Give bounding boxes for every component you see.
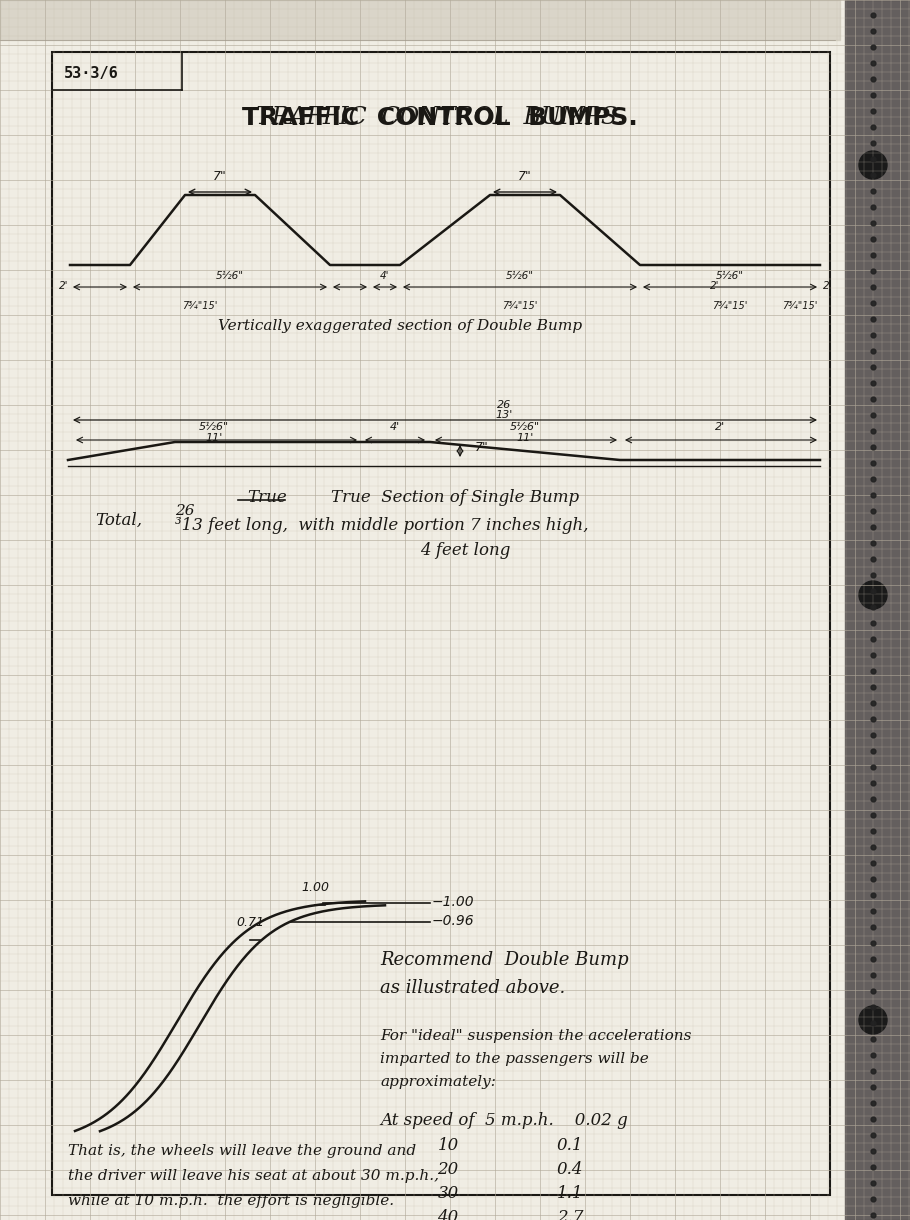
- Text: while at 10 m.p.h.  the effort is negligible.: while at 10 m.p.h. the effort is negligi…: [68, 1194, 394, 1208]
- Text: 7¾"15': 7¾"15': [182, 301, 217, 311]
- Text: imparted to the passengers will be: imparted to the passengers will be: [380, 1052, 649, 1066]
- Text: TRAFFIC  CONTROL  BUMPS.: TRAFFIC CONTROL BUMPS.: [257, 106, 624, 129]
- Text: Total,: Total,: [95, 512, 142, 529]
- Text: 10: 10: [438, 1137, 459, 1154]
- Text: 5½6": 5½6": [506, 271, 534, 281]
- Text: 11': 11': [516, 433, 533, 443]
- Text: 40: 40: [438, 1209, 459, 1220]
- Text: 11': 11': [206, 433, 223, 443]
- Text: 7": 7": [518, 170, 531, 183]
- Text: 4 feet long: 4 feet long: [420, 542, 511, 559]
- Text: 26: 26: [497, 400, 511, 410]
- Text: At speed of  5 m.p.h.    0.02 g: At speed of 5 m.p.h. 0.02 g: [380, 1111, 628, 1128]
- Circle shape: [859, 581, 887, 609]
- Text: 5½6": 5½6": [510, 422, 540, 432]
- Text: 20: 20: [438, 1161, 459, 1179]
- Text: 7¾"15': 7¾"15': [502, 301, 538, 311]
- Text: 2': 2': [58, 281, 68, 292]
- Text: Vertically exaggerated section of Double Bump: Vertically exaggerated section of Double…: [217, 318, 582, 333]
- Text: −0.96: −0.96: [432, 914, 475, 928]
- Text: 7": 7": [475, 440, 489, 454]
- Text: 5½6": 5½6": [716, 271, 744, 281]
- Text: That is, the wheels will leave the ground and: That is, the wheels will leave the groun…: [68, 1144, 416, 1158]
- Text: True: True: [247, 489, 287, 506]
- Text: 4': 4': [390, 422, 400, 432]
- Text: 2': 2': [823, 281, 833, 292]
- Text: 53·3/6: 53·3/6: [64, 66, 118, 81]
- Text: 13': 13': [495, 410, 512, 420]
- Text: 7": 7": [213, 170, 227, 183]
- Text: approximately:: approximately:: [380, 1075, 496, 1089]
- Text: 1.1: 1.1: [557, 1185, 583, 1202]
- Text: 7¾"15': 7¾"15': [783, 301, 818, 311]
- Text: 5½6": 5½6": [199, 422, 229, 432]
- Text: −1.00: −1.00: [432, 895, 475, 909]
- Text: 4': 4': [380, 271, 389, 281]
- Text: 1.00: 1.00: [301, 881, 329, 894]
- Text: as illustrated above.: as illustrated above.: [380, 978, 565, 997]
- Text: 7¾"15': 7¾"15': [713, 301, 748, 311]
- Text: the driver will leave his seat at about 30 m.p.h.,: the driver will leave his seat at about …: [68, 1169, 439, 1183]
- Text: 2.7: 2.7: [557, 1209, 583, 1220]
- Text: For "ideal" suspension the accelerations: For "ideal" suspension the accelerations: [380, 1028, 692, 1043]
- Text: 0.4: 0.4: [557, 1161, 583, 1179]
- Text: 0.71: 0.71: [236, 916, 264, 928]
- Circle shape: [859, 151, 887, 179]
- Text: ³13 feet long,  with middle portion 7 inches high,: ³13 feet long, with middle portion 7 inc…: [175, 517, 589, 534]
- Text: TRAFFIC  CONTROL  BUMPS.: TRAFFIC CONTROL BUMPS.: [242, 106, 638, 131]
- Text: 30: 30: [438, 1185, 459, 1202]
- Bar: [52, 52, 830, 1196]
- Text: 5½6": 5½6": [216, 271, 244, 281]
- Circle shape: [859, 1006, 887, 1035]
- Text: 2': 2': [710, 281, 720, 292]
- Text: 26: 26: [175, 504, 195, 518]
- Text: 2': 2': [715, 422, 725, 432]
- Text: True  Section of Single Bump: True Section of Single Bump: [331, 489, 579, 506]
- Text: Recommend  Double Bump: Recommend Double Bump: [380, 952, 629, 969]
- Text: 0.1: 0.1: [557, 1137, 583, 1154]
